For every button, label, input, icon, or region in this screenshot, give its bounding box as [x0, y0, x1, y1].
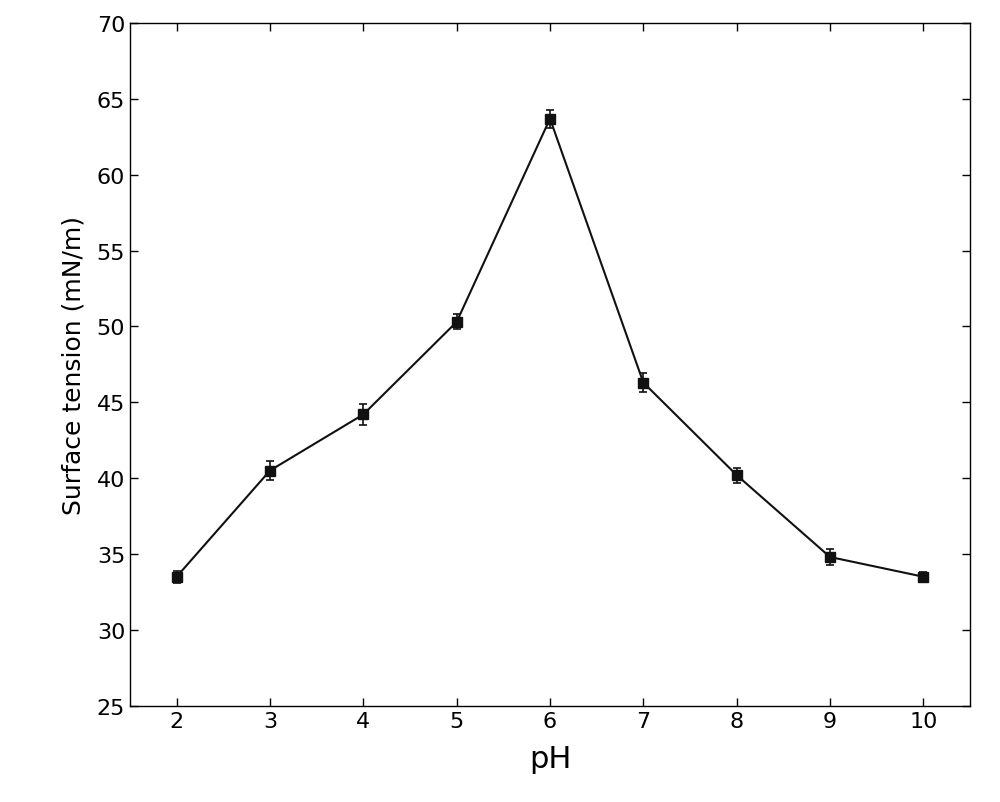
Y-axis label: Surface tension (mN/m): Surface tension (mN/m) — [62, 216, 86, 514]
X-axis label: pH: pH — [529, 744, 571, 773]
